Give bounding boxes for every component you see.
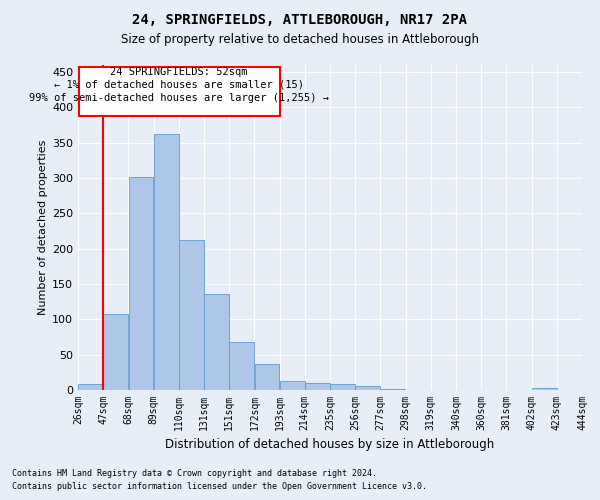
Bar — [254, 364, 280, 390]
Bar — [78, 384, 103, 390]
Text: 24, SPRINGFIELDS, ATTLEBOROUGH, NR17 2PA: 24, SPRINGFIELDS, ATTLEBOROUGH, NR17 2PA — [133, 12, 467, 26]
Bar — [229, 342, 254, 390]
Y-axis label: Number of detached properties: Number of detached properties — [38, 140, 48, 315]
Bar — [330, 384, 355, 390]
Bar — [103, 314, 128, 390]
Bar — [355, 386, 380, 390]
Text: 99% of semi-detached houses are larger (1,255) →: 99% of semi-detached houses are larger (… — [29, 93, 329, 103]
Bar — [380, 388, 406, 390]
Text: Size of property relative to detached houses in Attleborough: Size of property relative to detached ho… — [121, 32, 479, 46]
X-axis label: Distribution of detached houses by size in Attleborough: Distribution of detached houses by size … — [166, 438, 494, 452]
Bar — [532, 388, 557, 390]
Text: 24 SPRINGFIELDS: 52sqm: 24 SPRINGFIELDS: 52sqm — [110, 67, 248, 77]
Text: ← 1% of detached houses are smaller (15): ← 1% of detached houses are smaller (15) — [54, 80, 304, 90]
Bar — [179, 240, 204, 390]
Bar — [305, 383, 330, 390]
Text: Contains public sector information licensed under the Open Government Licence v3: Contains public sector information licen… — [12, 482, 427, 491]
Text: Contains HM Land Registry data © Crown copyright and database right 2024.: Contains HM Land Registry data © Crown c… — [12, 468, 377, 477]
Bar — [204, 294, 229, 390]
FancyBboxPatch shape — [79, 67, 280, 116]
Bar — [154, 134, 179, 390]
Bar — [128, 178, 154, 390]
Bar — [280, 381, 305, 390]
